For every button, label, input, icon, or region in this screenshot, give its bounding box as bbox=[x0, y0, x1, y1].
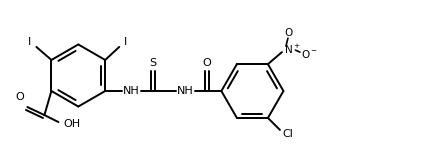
Text: O$^-$: O$^-$ bbox=[301, 48, 318, 60]
Text: OH: OH bbox=[64, 118, 80, 129]
Text: I: I bbox=[124, 37, 127, 47]
Text: O: O bbox=[203, 58, 211, 68]
Text: N$^+$: N$^+$ bbox=[284, 43, 301, 56]
Text: O: O bbox=[285, 28, 293, 38]
Text: NH: NH bbox=[177, 86, 194, 96]
Text: S: S bbox=[149, 58, 156, 68]
Text: I: I bbox=[28, 37, 32, 47]
Text: NH: NH bbox=[123, 86, 140, 96]
Text: Cl: Cl bbox=[283, 129, 293, 139]
Text: O: O bbox=[16, 92, 24, 102]
